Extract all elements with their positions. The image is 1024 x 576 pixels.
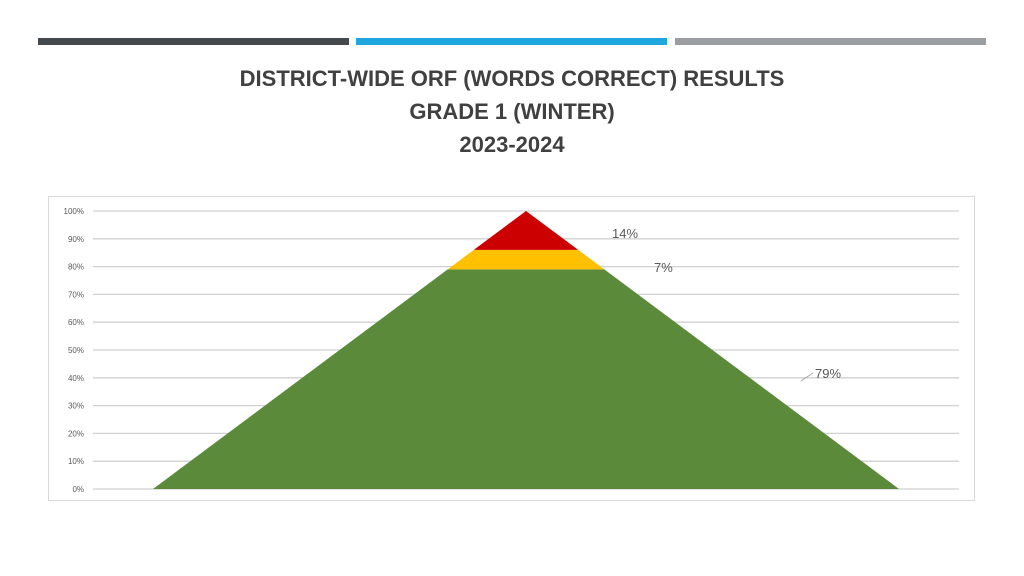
data-label: 79% bbox=[815, 366, 841, 381]
y-tick-label: 0% bbox=[72, 485, 84, 494]
y-tick-label: 60% bbox=[68, 318, 84, 327]
pyramid-segment bbox=[447, 249, 605, 270]
y-tick-label: 100% bbox=[64, 207, 84, 216]
label-leader-line bbox=[800, 372, 814, 382]
y-tick-label: 70% bbox=[68, 290, 84, 299]
y-tick-label: 90% bbox=[68, 235, 84, 244]
y-tick-label: 40% bbox=[68, 374, 84, 383]
y-tick-label: 80% bbox=[68, 263, 84, 272]
y-tick-label: 10% bbox=[68, 457, 84, 466]
pyramid-chart: 0% 10% 20% 30% 40% 50% 60% 70% 80% 90% 100% 79% 7% 14… bbox=[64, 207, 959, 494]
data-label: 14% bbox=[612, 226, 638, 241]
title-line-2: GRADE 1 (WINTER) bbox=[409, 99, 615, 124]
header-bar-dark bbox=[38, 38, 349, 45]
page-title: DISTRICT-WIDE ORF (WORDS CORRECT) RESULT… bbox=[0, 62, 1024, 161]
pyramid-segment bbox=[153, 269, 899, 489]
title-line-3: 2023-2024 bbox=[459, 132, 565, 157]
y-tick-label: 20% bbox=[68, 429, 84, 438]
title-line-1: DISTRICT-WIDE ORF (WORDS CORRECT) RESULT… bbox=[239, 66, 785, 91]
header-bar-gray bbox=[675, 38, 986, 45]
chart-frame: 0% 10% 20% 30% 40% 50% 60% 70% 80% 90% 100% 79% 7% 14… bbox=[48, 196, 975, 501]
pyramid-segment bbox=[473, 211, 579, 250]
data-label: 7% bbox=[654, 260, 673, 275]
y-tick-label: 30% bbox=[68, 402, 84, 411]
header-bar-blue bbox=[356, 38, 667, 45]
y-tick-label: 50% bbox=[68, 346, 84, 355]
